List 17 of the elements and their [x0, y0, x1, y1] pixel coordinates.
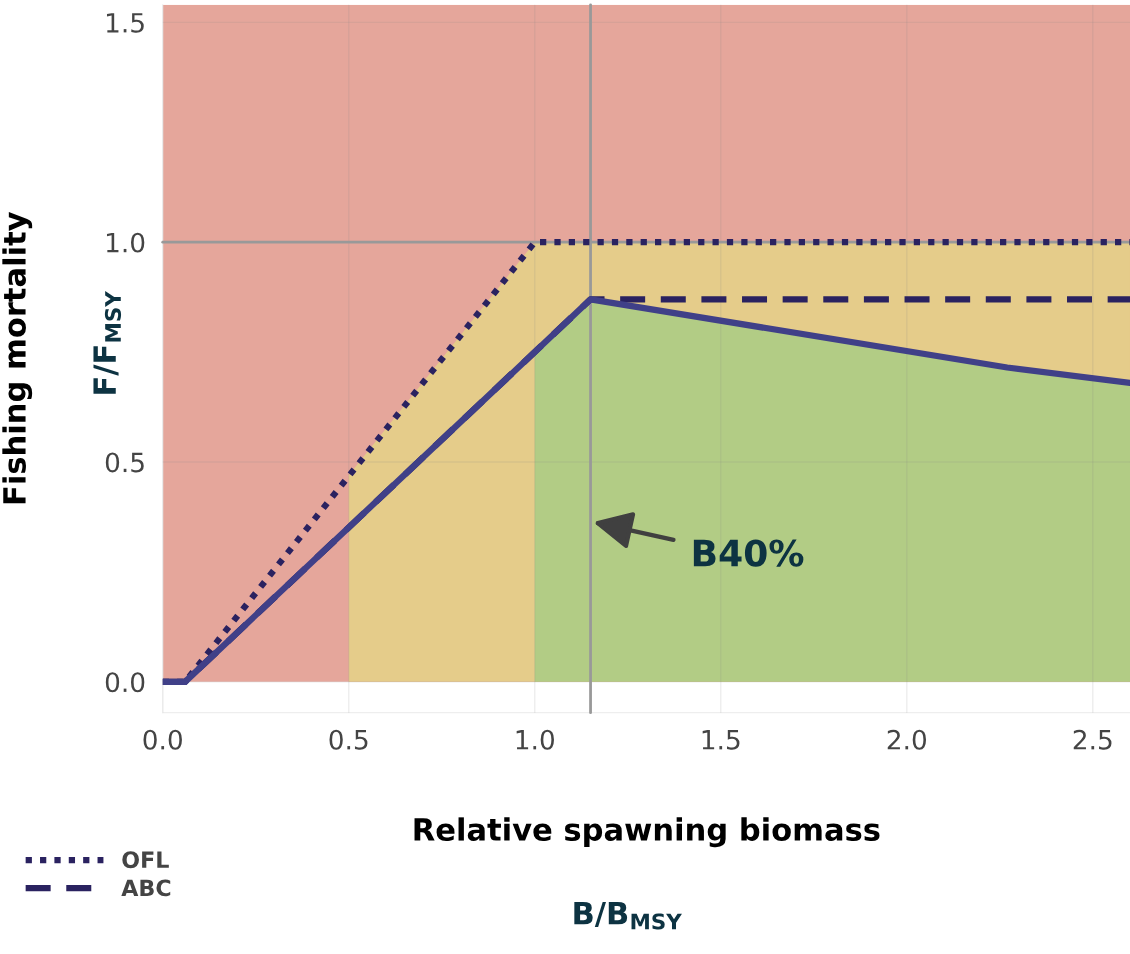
- x-tick-label: 0.0: [143, 729, 182, 750]
- x-tick-label: 2.5: [1073, 729, 1112, 750]
- y-tick-label: 0.0: [105, 672, 145, 693]
- legend-label: OFL: [122, 851, 169, 869]
- x-tick-label: 2.0: [887, 729, 927, 750]
- y-tick-label: 1.5: [106, 13, 144, 33]
- x-tick-label: 0.5: [329, 729, 368, 750]
- text: B/B$_{MSY}$: [574, 901, 682, 930]
- x-axis-title: Relative spawning biomass: [414, 817, 880, 848]
- x-tick-label: 1.0: [516, 729, 554, 750]
- text: F/F$_{MSY}$: [93, 291, 122, 394]
- x-tick-label: 1.5: [702, 730, 740, 750]
- y-tick-label: 1.0: [106, 232, 145, 253]
- ref-line-label: B40%: [693, 539, 804, 567]
- y-tick-label: 0.5: [105, 452, 144, 473]
- y-axis-title: Fishing mortality: [2, 211, 33, 504]
- legend-label: ABC: [121, 879, 171, 897]
